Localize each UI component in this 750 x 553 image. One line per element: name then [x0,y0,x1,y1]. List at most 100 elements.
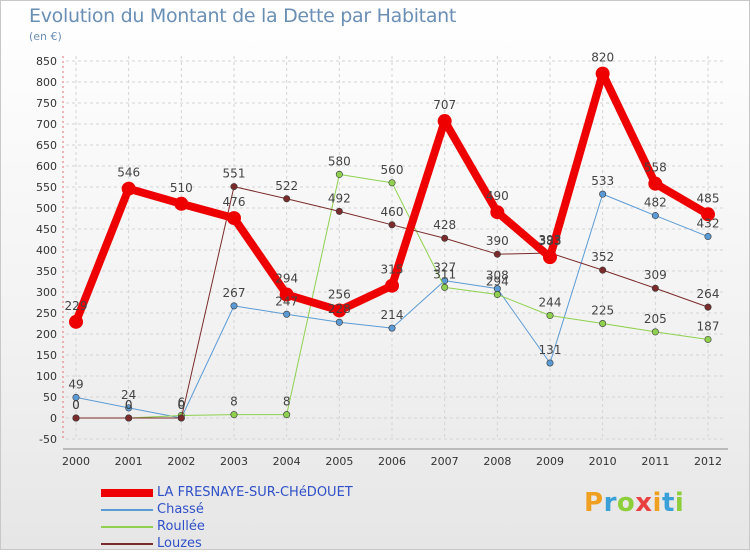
data-point [283,195,291,203]
data-point [546,359,554,367]
x-tick-label: 2000 [62,455,90,468]
data-label: 533 [591,174,614,188]
data-label: 131 [539,343,562,357]
data-label: 551 [223,167,246,181]
data-label: 522 [275,179,298,193]
data-label: 460 [381,205,404,219]
data-label: 294 [486,275,509,289]
data-point [651,212,659,220]
data-point [125,414,133,422]
data-point [441,283,449,291]
data-label: 8 [230,395,238,409]
data-point [230,302,238,310]
y-tick-label: 100 [36,370,57,383]
data-label: 244 [539,296,562,310]
data-label: 390 [486,234,509,248]
y-tick-label: 800 [36,76,57,89]
y-tick-label: 50 [43,391,57,404]
data-point [174,196,189,211]
data-label: 247 [275,294,298,308]
data-label: 294 [275,272,298,286]
legend-label: Louzes [157,536,202,551]
series-layer [69,66,715,422]
data-point [599,190,607,198]
data-label: 228 [328,302,351,316]
data-point [704,233,712,241]
y-tick-label: -50 [39,433,57,446]
data-point [490,205,505,220]
data-point [279,287,294,302]
x-tick-label: 2002 [167,455,195,468]
data-point [543,250,557,265]
x-tick-label: 2009 [536,455,564,468]
data-label: 432 [697,217,720,231]
data-label: 8 [283,395,291,409]
data-label: 428 [433,218,456,232]
data-label: 580 [328,154,351,168]
data-label: 490 [486,189,509,203]
data-label: 267 [223,286,246,300]
x-tick-label: 2012 [694,455,722,468]
data-label: 0 [178,398,186,412]
data-point [72,414,80,422]
data-label: 256 [328,287,351,301]
data-label: 225 [591,304,614,318]
data-point [335,318,343,326]
data-label: 0 [178,398,186,412]
y-tick-label: 550 [36,181,57,194]
data-point [72,393,80,401]
chart-unit-label: (en €) [29,30,62,43]
data-point [335,207,343,215]
y-tick-label: 250 [36,307,57,320]
data-point [283,310,291,318]
y-tick-label: 850 [36,55,57,68]
x-tick-label: 2004 [273,455,301,468]
x-tick-label: 2001 [115,455,143,468]
legend-label: Chassé [157,502,204,517]
data-point [651,328,659,336]
y-tick-label: 500 [36,202,57,215]
legend-swatch [101,543,153,545]
data-point [121,181,136,196]
data-point [283,411,291,419]
data-point [388,179,396,187]
y-tick-label: 400 [36,244,57,257]
x-tick-label: 2003 [220,455,248,468]
data-label: 309 [644,268,667,282]
legend-swatch [101,526,153,528]
data-labels-layer: 2295465104762942563157074903838205584854… [65,51,720,412]
data-label: 558 [644,161,667,175]
data-point [437,114,452,129]
x-tick-label: 2011 [641,455,669,468]
data-label: 492 [328,191,351,205]
grid-layer [66,56,726,440]
data-label: 485 [697,191,720,205]
chart-title: Evolution du Montant de la Dette par Hab… [29,5,457,27]
y-tick-label: 350 [36,265,57,278]
y-tick-label: 150 [36,349,57,362]
data-label: 205 [644,312,667,326]
y-tick-label: 0 [50,412,57,425]
data-label: 393 [539,233,562,247]
data-point [546,312,554,320]
data-point [230,183,238,191]
y-tick-label: 750 [36,97,57,110]
x-tick-label: 2008 [483,455,511,468]
data-point [704,303,712,311]
x-tick-label: 2010 [589,455,617,468]
data-label: 311 [433,267,456,281]
data-point [332,303,347,318]
data-label: 264 [697,287,720,301]
data-label: 0 [72,398,80,412]
legend-label: Roullée [157,519,205,534]
data-point [648,176,663,191]
x-tick-label: 2006 [378,455,406,468]
data-point [125,404,133,412]
data-point [335,170,343,178]
y-tick-label: 700 [36,118,57,131]
proxiti-logo: Proxiti [584,488,685,518]
data-point [599,319,607,327]
data-point [69,314,83,329]
